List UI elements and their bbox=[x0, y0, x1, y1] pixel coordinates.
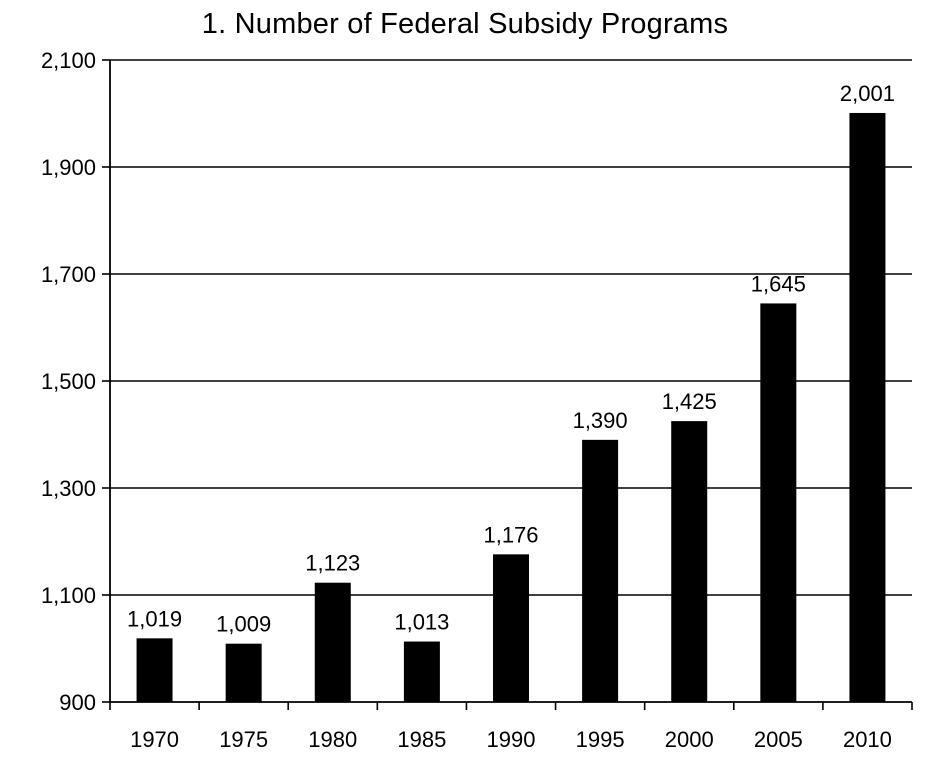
data-label: 1,009 bbox=[216, 612, 271, 637]
y-tick-label: 1,500 bbox=[41, 369, 96, 394]
x-tick-label: 1990 bbox=[487, 727, 536, 752]
y-tick-label: 1,300 bbox=[41, 476, 96, 501]
bar bbox=[314, 582, 351, 702]
x-tick-label: 2010 bbox=[843, 727, 892, 752]
data-label: 1,645 bbox=[751, 271, 806, 296]
bar bbox=[403, 641, 440, 702]
bar bbox=[493, 554, 529, 702]
y-tick-label: 1,700 bbox=[41, 262, 96, 287]
x-tick-label: 1970 bbox=[130, 727, 179, 752]
data-label: 1,019 bbox=[127, 606, 182, 631]
bar bbox=[136, 638, 173, 702]
x-tick-label: 1975 bbox=[219, 727, 268, 752]
x-tick-label: 1980 bbox=[308, 727, 357, 752]
bar bbox=[760, 303, 797, 702]
x-tick-label: 1985 bbox=[397, 727, 446, 752]
bar bbox=[849, 112, 886, 703]
bars bbox=[136, 112, 886, 703]
y-tick-label: 1,100 bbox=[41, 583, 96, 608]
x-tick-label: 2005 bbox=[754, 727, 803, 752]
data-label: 1,425 bbox=[662, 389, 717, 414]
y-tick-label: 1,900 bbox=[41, 155, 96, 180]
data-label: 1,123 bbox=[305, 551, 360, 576]
x-tick-label: 1995 bbox=[576, 727, 625, 752]
bar bbox=[671, 421, 708, 702]
data-label: 1,176 bbox=[483, 522, 538, 547]
bar bbox=[225, 643, 262, 702]
labels: 900 1,100 1,300 1,500 1,700 1,900 2,100 1,019 19… bbox=[41, 48, 895, 752]
y-tick-label: 900 bbox=[59, 690, 96, 715]
data-label: 1,013 bbox=[394, 610, 449, 635]
data-label: 2,001 bbox=[840, 81, 895, 106]
x-tick-label: 2000 bbox=[665, 727, 714, 752]
axes bbox=[102, 59, 913, 710]
y-tick-label: 2,100 bbox=[41, 48, 96, 73]
data-label: 1,390 bbox=[573, 408, 628, 433]
gridlines bbox=[110, 59, 912, 596]
bar bbox=[582, 439, 619, 702]
chart-title: 1. Number of Federal Subsidy Programs bbox=[201, 8, 729, 40]
